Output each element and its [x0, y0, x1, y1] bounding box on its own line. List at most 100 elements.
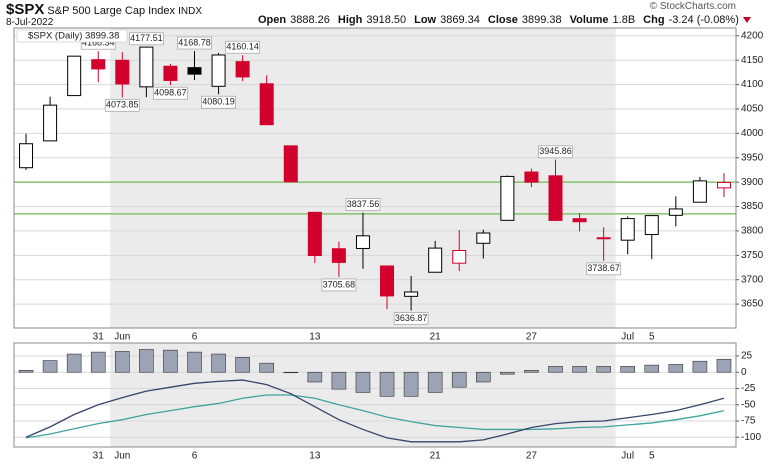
y-tick-label: 3800 — [741, 226, 764, 237]
header-title: $SPX S&P 500 Large Cap Index INDX — [6, 1, 202, 18]
quote-value: 3899.38 — [521, 14, 562, 26]
price-label: 4168.78 — [178, 37, 211, 47]
candle-body — [67, 55, 82, 97]
quote-label: High — [337, 14, 363, 26]
month-shade — [110, 28, 616, 328]
candle-body — [716, 181, 731, 189]
price-label: 3636.87 — [395, 313, 428, 323]
panel-frame — [13, 342, 737, 448]
signal-line — [25, 394, 725, 439]
quote-value: 3888.26 — [290, 14, 330, 26]
price-label: 4177.51 — [130, 33, 163, 43]
y-tick-label: -25 — [741, 383, 756, 394]
x-tick-label: 5 — [649, 332, 655, 343]
candle-body — [524, 171, 539, 183]
quote-label: Chg — [643, 14, 665, 26]
candle-body — [163, 65, 178, 81]
candle-body — [644, 215, 659, 236]
quote-value: 3918.50 — [366, 14, 407, 26]
quote-value: 3869.34 — [440, 14, 480, 26]
x-tick-label: 6 — [192, 332, 198, 343]
panel-label: $SPX (Daily) 3899.38 — [28, 31, 119, 42]
candle-body — [476, 232, 491, 244]
price-label: 4080.19 — [202, 97, 235, 107]
price-label: 3738.67 — [587, 263, 620, 273]
panel-label-box — [16, 29, 128, 43]
candle-body — [596, 237, 611, 240]
candle-body — [43, 104, 58, 142]
x-tick-label: 6 — [192, 451, 198, 462]
candle-body — [500, 175, 515, 221]
y-tick-label: 3700 — [741, 274, 764, 285]
histogram-bar — [139, 349, 154, 373]
price-label-box — [128, 32, 164, 46]
histogram-bar — [355, 371, 371, 393]
date: 8-Jul-2022 — [6, 17, 54, 28]
candle-body — [283, 145, 298, 183]
candle-body — [115, 59, 130, 85]
candle-body — [19, 143, 34, 169]
histogram-bar — [307, 371, 323, 383]
month-shade — [110, 343, 616, 447]
x-tick-label: 27 — [526, 332, 538, 343]
candle-body — [452, 249, 467, 264]
candle-body — [355, 235, 370, 249]
price-label-box — [538, 145, 573, 159]
quote-label: Volume — [569, 14, 609, 26]
x-tick-label: 27 — [526, 451, 538, 462]
price-label-box — [586, 262, 622, 276]
quote-bar: Open 3888.26 High 3918.50 Low 3869.34 Close 389… — [258, 14, 751, 26]
histogram-bar — [548, 366, 563, 373]
x-tick-label: 21 — [430, 332, 442, 343]
price-label: 3705.68 — [323, 279, 356, 289]
candle-body — [235, 61, 250, 78]
candle-body — [307, 211, 322, 256]
price-label-box — [177, 36, 212, 50]
price-label: 3837.56 — [347, 199, 380, 209]
candle-body — [139, 46, 154, 88]
macd-line — [25, 379, 725, 443]
y-tick-label: 4200 — [741, 30, 764, 41]
quote-label: Open — [258, 14, 287, 26]
down-arrow — [742, 17, 751, 24]
price-label-box — [393, 312, 429, 325]
price-label: 4073.85 — [106, 100, 139, 110]
price-label: 3945.86 — [539, 146, 572, 156]
y-tick-label: 3750 — [741, 250, 764, 261]
histogram-bar — [475, 371, 491, 383]
candle-body — [572, 218, 587, 223]
histogram-bar — [115, 351, 130, 373]
price-label-box — [201, 95, 236, 109]
x-tick-label: 31 — [93, 451, 105, 462]
histogram-bar — [644, 364, 660, 373]
x-tick-label: 13 — [309, 332, 321, 343]
candle-body — [211, 54, 226, 87]
x-tick-label: Jul — [621, 451, 634, 462]
candle-body — [668, 208, 683, 216]
histogram-bar — [42, 360, 58, 373]
x-tick-label: 13 — [309, 451, 321, 462]
histogram-bar — [187, 351, 202, 373]
candle-body — [380, 265, 395, 297]
price-label: 4168.34 — [82, 38, 115, 48]
histogram-bar — [18, 369, 34, 373]
price-label-box — [225, 40, 261, 54]
copyright: © StockCharts.com — [649, 1, 736, 12]
quote-label: Low — [414, 14, 437, 26]
histogram-bar — [427, 371, 443, 393]
price-label-box — [153, 86, 188, 100]
price-label: 4098.67 — [154, 88, 187, 98]
x-tick-label: 31 — [93, 332, 105, 343]
histogram-bar — [403, 371, 419, 397]
y-tick-label: -50 — [741, 399, 756, 410]
quote-value: -3.24 (-0.08%) — [668, 14, 739, 26]
histogram-bar — [716, 358, 732, 373]
candle-body — [404, 291, 419, 297]
price-label: 4160.14 — [226, 42, 259, 52]
y-tick-label: 4050 — [741, 104, 764, 115]
histogram-bar — [211, 353, 226, 373]
x-tick-label: Jun — [114, 332, 130, 343]
y-tick-label: 3850 — [741, 201, 764, 212]
candle-body — [548, 175, 563, 221]
